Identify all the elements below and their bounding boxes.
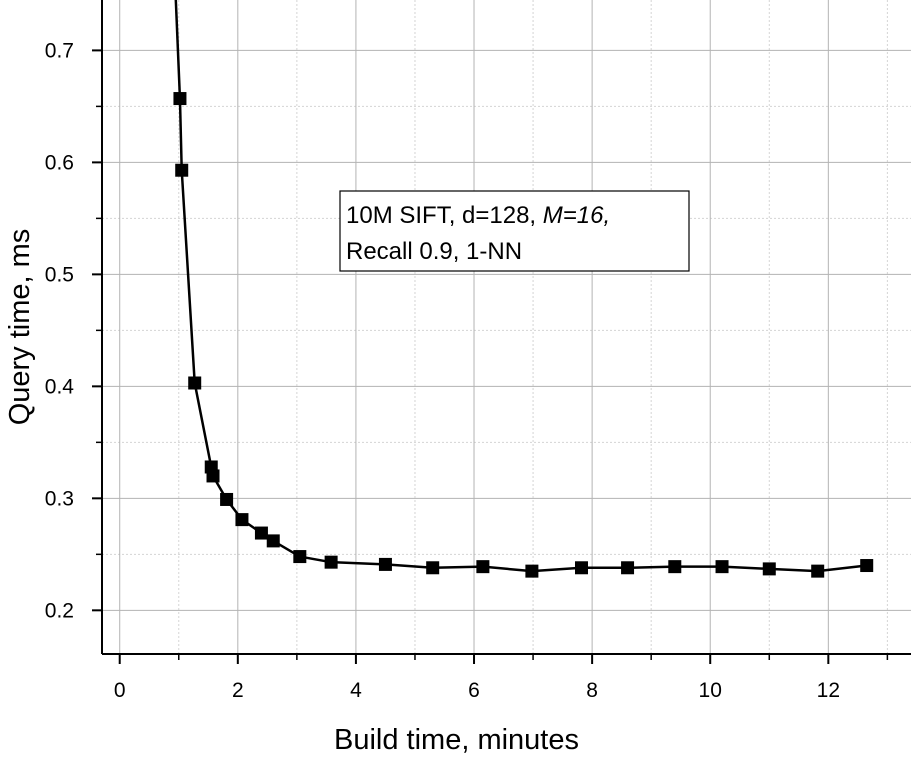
y-tick-label: 0.7: [45, 39, 74, 62]
data-series: [173, 0, 874, 578]
x-tick-label: 6: [468, 679, 480, 702]
y-tick-label: 0.2: [45, 599, 74, 622]
data-point: [860, 559, 874, 573]
x-tick-label: 2: [232, 679, 244, 702]
annotation-line-1: 10M SIFT, d=128, M=16,: [346, 202, 610, 229]
data-point: [574, 561, 588, 575]
annotation-line-2: Recall 0.9, 1-NN: [346, 238, 522, 265]
x-axis-ticks: 0 2 4 6 8 10 12: [114, 654, 889, 702]
series-line: [174, 0, 867, 573]
data-point: [235, 513, 249, 527]
data-point: [220, 492, 234, 506]
data-point: [175, 163, 189, 177]
data-point: [266, 534, 280, 548]
y-tick-label: 0.4: [45, 375, 75, 398]
y-tick-label: 0.6: [45, 151, 74, 174]
data-point: [254, 526, 268, 540]
annotation-line-1-prefix: 10M SIFT, d=128,: [346, 202, 543, 229]
data-point: [324, 555, 338, 569]
annotation-box: 10M SIFT, d=128, M=16, Recall 0.9, 1-NN: [339, 190, 690, 272]
y-axis-ticks: 0.2 0.3 0.4 0.5 0.6 0.7: [45, 39, 102, 622]
x-axis-title: Build time, minutes: [334, 724, 579, 756]
data-point: [715, 560, 729, 574]
x-tick-label: 8: [586, 679, 598, 702]
annotation-line-1-italic: M=16,: [543, 202, 610, 229]
data-point: [426, 561, 440, 575]
data-point: [668, 560, 682, 574]
x-tick-label: 4: [350, 679, 362, 702]
x-tick-label: 0: [114, 679, 126, 702]
data-point: [293, 550, 307, 564]
data-point: [188, 376, 202, 390]
x-tick-label: 10: [699, 679, 722, 702]
data-point: [378, 557, 392, 571]
data-point: [206, 469, 220, 483]
data-point: [811, 564, 825, 578]
data-point: [621, 561, 635, 575]
data-point: [525, 564, 539, 578]
data-point: [476, 560, 490, 574]
y-tick-label: 0.3: [45, 487, 74, 510]
y-axis-title: Query time, ms: [4, 229, 36, 426]
data-point: [762, 562, 776, 576]
grid: [102, 0, 911, 654]
x-tick-label: 12: [817, 679, 840, 702]
y-tick-label: 0.5: [45, 263, 74, 286]
axes: [101, 0, 911, 655]
data-point: [173, 92, 187, 106]
